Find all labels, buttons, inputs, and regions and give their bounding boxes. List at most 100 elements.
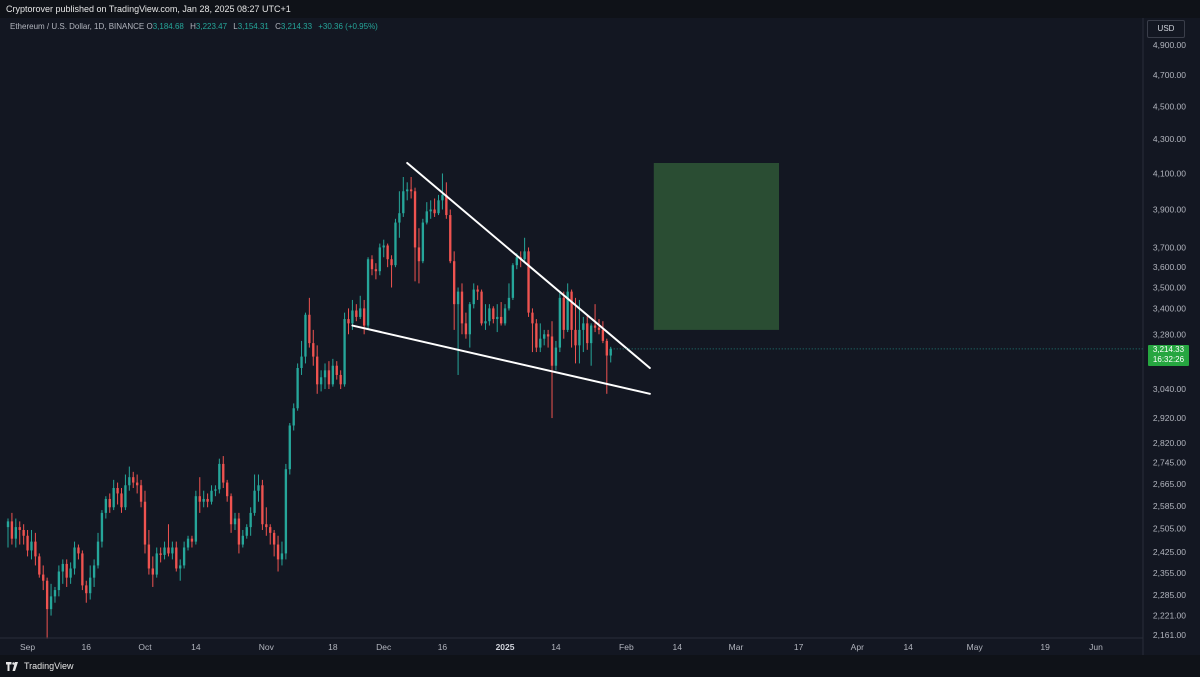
- candle-body: [366, 259, 370, 326]
- candle-body: [85, 585, 88, 594]
- open-value: 3,184.68: [152, 22, 184, 31]
- candle-body: [167, 547, 170, 554]
- time-tick-label: 16: [438, 642, 448, 652]
- candle-body: [468, 304, 472, 335]
- time-tick-label: 2025: [496, 642, 515, 652]
- candle-body: [202, 498, 205, 502]
- candle-body: [206, 498, 209, 502]
- candle-body: [496, 316, 499, 320]
- candle-body: [308, 314, 311, 344]
- candle-body: [116, 487, 119, 494]
- candle-body: [429, 209, 432, 212]
- tradingview-logo-icon: [6, 661, 18, 671]
- bar-countdown: 16:32:26: [1152, 355, 1185, 364]
- candle-body: [323, 370, 327, 378]
- candle-body: [488, 308, 491, 322]
- candle-body: [69, 568, 72, 578]
- candle-body: [456, 291, 460, 305]
- last-price: 3,214.33: [1152, 345, 1185, 354]
- candle-body: [18, 527, 21, 530]
- candle-body: [120, 493, 123, 508]
- brand[interactable]: TradingView: [6, 661, 74, 671]
- candle-body: [347, 319, 350, 324]
- candle-body: [574, 329, 577, 346]
- price-tick-label: 2,355.00: [1153, 568, 1186, 578]
- candle-body: [441, 194, 444, 201]
- candle-body: [523, 251, 526, 260]
- time-tick-label: Mar: [729, 642, 744, 652]
- candle-body: [210, 490, 213, 502]
- candle-body: [139, 485, 143, 502]
- time-tick-label: 14: [191, 642, 201, 652]
- candle-body: [269, 527, 272, 533]
- candle-body: [351, 310, 354, 324]
- candle-body: [218, 463, 221, 490]
- price-tick-label: 4,100.00: [1153, 168, 1186, 178]
- time-tick-label: Dec: [376, 642, 392, 652]
- candle-body: [222, 463, 225, 483]
- candle-body: [257, 485, 260, 491]
- time-tick-label: 19: [1040, 642, 1050, 652]
- candle-body: [586, 323, 589, 344]
- high-value: 3,223.47: [195, 22, 228, 31]
- candle-body: [417, 247, 421, 262]
- lower-trendline: [351, 324, 651, 395]
- plot-area[interactable]: [6, 161, 1143, 639]
- candle-body: [550, 336, 554, 366]
- candle-body: [179, 565, 182, 569]
- candle-body: [511, 265, 515, 298]
- candle-body: [484, 321, 487, 324]
- price-tick-label: 2,665.00: [1153, 479, 1186, 489]
- candle-body: [476, 289, 479, 292]
- candle-body: [543, 334, 546, 339]
- candle-body: [398, 213, 401, 223]
- brand-name: TradingView: [24, 661, 74, 671]
- candle-body: [159, 553, 162, 555]
- price-axis[interactable]: 4,900.00 4,700.00 4,500.00 4,300.00 4,100.00…: [1142, 18, 1186, 655]
- close-value: 3,214.33: [280, 22, 313, 31]
- candle-body: [6, 521, 10, 528]
- time-tick-label: 14: [673, 642, 683, 652]
- price-tick-label: 2,920.00: [1153, 413, 1186, 423]
- price-tick-label: 3,700.00: [1153, 242, 1186, 252]
- candle-body: [22, 529, 25, 536]
- candle-body: [171, 547, 174, 554]
- publish-text: Cryptorover published on TradingView.com…: [6, 4, 291, 14]
- candle-body: [304, 314, 307, 357]
- candle-body: [386, 245, 389, 260]
- candle-body: [531, 312, 534, 324]
- candle-body: [14, 527, 18, 539]
- candle-body: [554, 347, 558, 366]
- candle-body: [182, 547, 186, 566]
- candle-body: [292, 408, 295, 426]
- time-tick-label: 14: [551, 642, 561, 652]
- candle-body: [77, 547, 80, 554]
- candle-body: [229, 496, 233, 525]
- candle-body: [96, 541, 100, 566]
- currency-button[interactable]: USD: [1147, 20, 1185, 38]
- symbol-legend: Ethereum / U.S. Dollar, 1D, BINANCE O3,1…: [10, 22, 378, 31]
- price-tick-label: 2,221.00: [1153, 610, 1186, 620]
- time-tick-label: Nov: [259, 642, 275, 652]
- price-tick-label: 3,040.00: [1153, 384, 1186, 394]
- candle-body: [237, 518, 241, 545]
- price-tick-label: 2,505.00: [1153, 524, 1186, 534]
- time-tick-label: 17: [794, 642, 804, 652]
- price-tick-label: 3,280.00: [1153, 329, 1186, 339]
- candle-body: [413, 191, 417, 248]
- price-tick-label: 2,425.00: [1153, 547, 1186, 557]
- upper-trendline: [406, 161, 651, 370]
- candle-body: [312, 343, 315, 357]
- close-label: C: [275, 22, 281, 31]
- candle-body: [253, 490, 256, 513]
- time-axis[interactable]: Sep 16 Oct 14 Nov 18 Dec 16 2025 14 Feb 14 Mar 17 Apr 1…: [0, 637, 1143, 652]
- price-tick-label: 2,820.00: [1153, 438, 1186, 448]
- candle-body: [499, 316, 503, 324]
- candle-body: [394, 222, 397, 266]
- candle-body: [272, 532, 276, 545]
- candle-body: [163, 547, 166, 555]
- candle-body: [562, 297, 565, 330]
- candle-body: [104, 498, 108, 513]
- candle-body: [233, 518, 237, 525]
